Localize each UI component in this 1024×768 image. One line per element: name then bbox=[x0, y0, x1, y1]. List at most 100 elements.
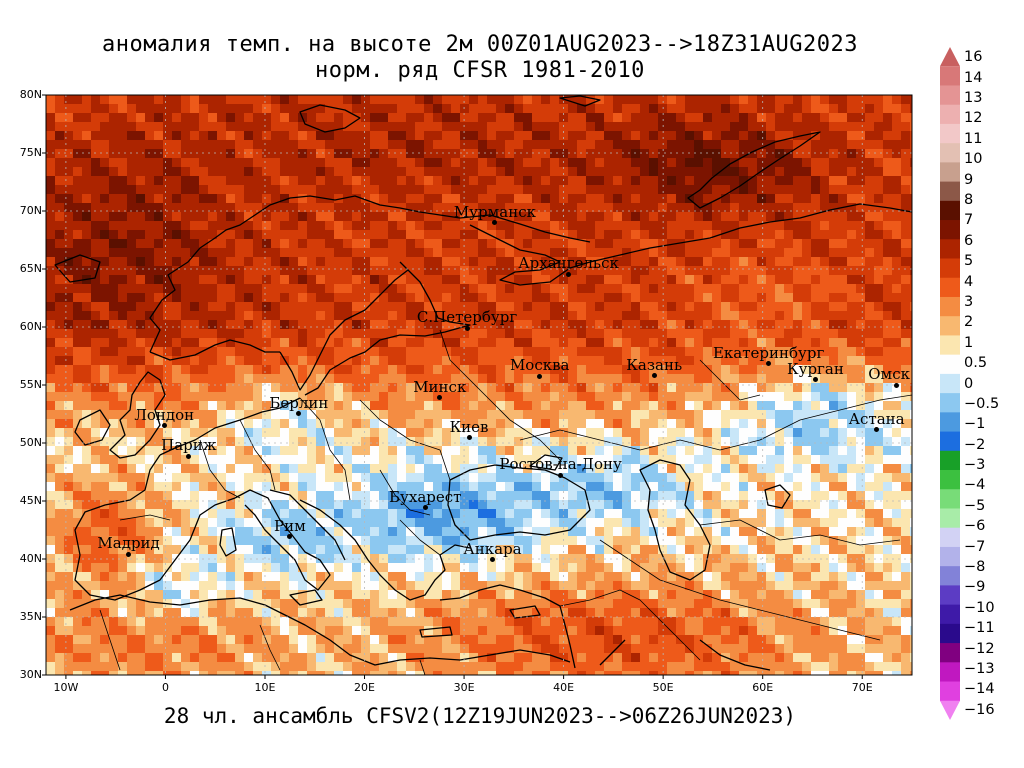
legend-label: −6 bbox=[964, 518, 986, 535]
coastline-levant bbox=[559, 605, 576, 669]
legend-swatch bbox=[940, 470, 960, 490]
coastline-norway bbox=[149, 195, 591, 353]
lon-tick-label: 60E bbox=[752, 681, 774, 694]
lat-tick-label: 65N bbox=[19, 262, 42, 275]
legend-swatch bbox=[940, 508, 960, 529]
city-label: С.Петербург bbox=[416, 308, 518, 327]
legend-label: −16 bbox=[964, 701, 995, 718]
legend-swatch bbox=[940, 354, 960, 375]
city-label: Ростов-на-Дону bbox=[499, 455, 622, 474]
legend-label: 6 bbox=[964, 232, 974, 249]
coastline-iceland bbox=[54, 254, 101, 283]
legend-label: −11 bbox=[964, 620, 995, 637]
legend-swatch bbox=[940, 489, 960, 509]
lat-tick-label: 35N bbox=[19, 610, 42, 623]
city-marker bbox=[437, 395, 443, 401]
coastline-persian-gulf bbox=[699, 639, 771, 671]
coastline-caspian bbox=[639, 459, 711, 581]
city-marker bbox=[893, 382, 899, 388]
legend-label: −8 bbox=[964, 559, 986, 576]
legend-swatch bbox=[940, 623, 960, 644]
legend-label: −4 bbox=[964, 477, 986, 494]
legend-label: 8 bbox=[964, 191, 974, 208]
coastline-franz-josef bbox=[559, 95, 601, 107]
border-13 bbox=[99, 609, 121, 671]
legend-swatch bbox=[940, 277, 960, 298]
border-6 bbox=[519, 394, 912, 451]
legend-swatch bbox=[940, 104, 960, 125]
city-label: Минск bbox=[413, 377, 467, 396]
city-marker bbox=[287, 534, 293, 540]
legend-label: −3 bbox=[964, 457, 986, 474]
lat-tick-label: 55N bbox=[19, 378, 42, 391]
coastline-azov bbox=[529, 454, 563, 471]
legend-swatch bbox=[940, 700, 960, 720]
legend-swatch bbox=[940, 66, 960, 86]
legend-swatch bbox=[940, 47, 960, 67]
legend-swatch bbox=[940, 220, 960, 240]
border-10 bbox=[399, 519, 441, 556]
legend-label: −10 bbox=[964, 599, 995, 616]
coastline-black-sea bbox=[447, 464, 591, 541]
border-5 bbox=[439, 329, 561, 461]
border-12 bbox=[119, 514, 171, 521]
map-title: аномалия темп. на высоте 2м 00Z01AUG2023… bbox=[102, 32, 858, 57]
city-label: Рим bbox=[273, 516, 306, 535]
coastline-ireland bbox=[74, 409, 111, 446]
legend-label: −0.5 bbox=[964, 395, 1000, 412]
city-label: Париж bbox=[161, 436, 217, 455]
city-marker bbox=[186, 453, 192, 459]
border-11 bbox=[379, 469, 431, 516]
legend-label: 10 bbox=[964, 151, 983, 168]
city-label: Берлин bbox=[269, 393, 329, 412]
coastline-italy-east bbox=[269, 489, 346, 561]
city-marker bbox=[874, 427, 880, 433]
lat-tick-label: 80N bbox=[19, 88, 42, 101]
city-label: Лондон bbox=[134, 405, 195, 424]
city-marker bbox=[651, 373, 657, 379]
coastline-sardinia bbox=[219, 527, 237, 557]
coastline-cyprus bbox=[509, 605, 541, 619]
city-label: Курган bbox=[787, 359, 844, 378]
legend-label: −14 bbox=[964, 681, 995, 698]
city-label: Киев bbox=[449, 417, 489, 436]
legend-label: −1 bbox=[964, 416, 986, 433]
lon-tick-label: 50E bbox=[652, 681, 674, 694]
city-label: Мадрид bbox=[97, 534, 160, 553]
legend-label: 11 bbox=[964, 130, 983, 147]
city-label: Бухарест bbox=[389, 487, 462, 506]
legend-swatch bbox=[940, 143, 960, 163]
axis-ticks bbox=[42, 94, 863, 679]
border-4 bbox=[359, 399, 451, 481]
city-label: Москва bbox=[509, 356, 570, 375]
legend-swatch bbox=[940, 566, 960, 586]
lat-tick-label: 70N bbox=[19, 204, 42, 217]
ensemble-info: 28 чл. ансамбль CFSV2(12Z19JUN2023-->06Z… bbox=[163, 704, 797, 728]
city-marker bbox=[490, 557, 496, 563]
city-marker bbox=[422, 505, 428, 511]
legend-label: 4 bbox=[964, 273, 974, 290]
coastline-kola bbox=[469, 203, 912, 286]
legend-swatch bbox=[940, 431, 960, 452]
border-1 bbox=[199, 439, 241, 499]
border-3 bbox=[299, 397, 351, 501]
legend-label: 0.5 bbox=[964, 355, 988, 372]
legend-swatch bbox=[940, 373, 960, 394]
city-marker bbox=[766, 361, 772, 367]
legend-label: −13 bbox=[964, 661, 995, 677]
lat-tick-label: 60N bbox=[19, 320, 42, 333]
city-label: Анкара bbox=[463, 539, 522, 558]
legend-swatch bbox=[940, 200, 960, 221]
city-marker bbox=[558, 472, 564, 478]
legend-swatch bbox=[940, 585, 960, 606]
coastline-sicily bbox=[289, 589, 323, 606]
border-8 bbox=[599, 539, 881, 641]
border-14 bbox=[259, 624, 281, 671]
coastline-west-europe bbox=[159, 397, 301, 456]
color-legend bbox=[940, 47, 960, 720]
legend-label: 1 bbox=[964, 334, 974, 351]
city-marker bbox=[566, 271, 572, 277]
coastline-biscay bbox=[74, 454, 236, 601]
lon-tick-label: 70E bbox=[851, 681, 873, 694]
